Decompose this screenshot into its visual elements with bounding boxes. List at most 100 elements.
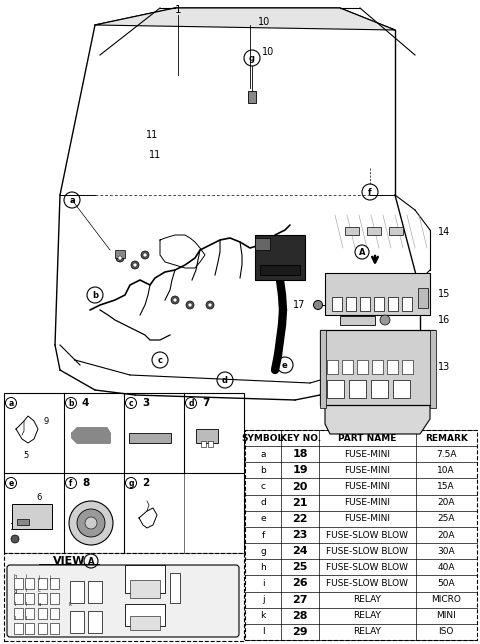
Bar — [349, 380, 366, 398]
Text: i: i — [25, 589, 27, 594]
Text: 16: 16 — [438, 315, 450, 325]
Bar — [50, 608, 59, 619]
Text: 26: 26 — [292, 578, 308, 589]
Text: 17: 17 — [293, 300, 305, 310]
Text: 21: 21 — [292, 498, 308, 507]
Bar — [327, 380, 344, 398]
Bar — [418, 288, 428, 308]
Circle shape — [380, 315, 390, 325]
Bar — [393, 380, 410, 398]
Text: A: A — [88, 556, 94, 565]
Bar — [17, 519, 29, 525]
Text: 12: 12 — [9, 524, 19, 533]
Text: l: l — [14, 616, 16, 621]
Bar — [14, 578, 23, 589]
Bar — [208, 441, 213, 447]
Text: 23: 23 — [292, 530, 308, 540]
Text: j: j — [262, 595, 264, 604]
Bar — [360, 297, 370, 311]
Text: 15A: 15A — [437, 482, 455, 491]
Text: 13: 13 — [438, 362, 450, 372]
Text: FUSE-MINI: FUSE-MINI — [344, 498, 390, 507]
Text: a: a — [8, 399, 13, 408]
Text: PART NAME: PART NAME — [338, 433, 396, 442]
Bar — [125, 604, 165, 626]
Bar — [340, 316, 375, 325]
Bar — [430, 330, 436, 408]
FancyBboxPatch shape — [325, 273, 430, 315]
Text: 29: 29 — [292, 627, 308, 637]
Circle shape — [208, 303, 212, 307]
Bar — [25, 608, 34, 619]
Text: 28: 28 — [292, 611, 308, 621]
Circle shape — [188, 303, 192, 307]
Bar — [125, 565, 165, 593]
Text: 24: 24 — [292, 546, 308, 556]
Text: 5: 5 — [24, 451, 29, 460]
Text: 20A: 20A — [437, 498, 455, 507]
Circle shape — [11, 535, 19, 543]
Bar — [371, 380, 388, 398]
Text: FUSE-MINI: FUSE-MINI — [344, 515, 390, 524]
Text: g: g — [128, 478, 134, 488]
Bar — [115, 250, 125, 258]
Text: a: a — [260, 450, 266, 459]
Text: l: l — [262, 627, 264, 636]
Text: a: a — [37, 603, 41, 607]
Bar — [70, 611, 84, 633]
Text: d: d — [260, 498, 266, 507]
Text: VIEW: VIEW — [53, 556, 85, 566]
Bar — [88, 611, 102, 633]
FancyBboxPatch shape — [7, 565, 239, 637]
Text: a: a — [69, 196, 75, 205]
Text: 18: 18 — [292, 450, 308, 459]
Text: b: b — [92, 290, 98, 299]
Circle shape — [118, 256, 122, 260]
Bar — [248, 91, 256, 103]
Text: 25A: 25A — [437, 515, 455, 524]
Bar — [129, 433, 171, 443]
Polygon shape — [72, 428, 110, 443]
Text: 9: 9 — [43, 417, 48, 426]
Text: A: A — [359, 247, 365, 256]
Text: 10A: 10A — [437, 466, 455, 475]
Circle shape — [186, 301, 194, 309]
Bar — [255, 238, 270, 250]
Circle shape — [116, 254, 124, 262]
Bar — [14, 623, 23, 634]
Text: FUSE-SLOW BLOW: FUSE-SLOW BLOW — [326, 563, 408, 572]
Text: c: c — [129, 399, 133, 408]
Circle shape — [69, 501, 113, 545]
Bar — [170, 573, 180, 603]
Circle shape — [206, 301, 214, 309]
Bar — [25, 623, 34, 634]
Text: k: k — [260, 611, 265, 620]
Text: 11: 11 — [149, 150, 161, 160]
Text: 40A: 40A — [437, 563, 455, 572]
Text: 20: 20 — [292, 482, 308, 491]
Text: 30A: 30A — [437, 547, 455, 556]
Bar — [320, 330, 326, 408]
Text: e: e — [8, 478, 13, 488]
Bar — [355, 358, 390, 380]
Text: 20A: 20A — [437, 531, 455, 540]
Text: d: d — [222, 375, 228, 384]
Bar — [25, 593, 34, 604]
Circle shape — [77, 509, 105, 537]
Text: 6: 6 — [36, 493, 42, 502]
Bar — [25, 578, 34, 589]
Text: 14: 14 — [438, 227, 450, 237]
Text: l: l — [14, 603, 16, 607]
Text: e: e — [282, 361, 288, 370]
Bar — [255, 235, 305, 280]
Bar — [50, 623, 59, 634]
Bar — [342, 360, 353, 374]
Text: FUSE-MINI: FUSE-MINI — [344, 450, 390, 459]
Text: RELAY: RELAY — [353, 595, 381, 604]
Text: SYMBOL: SYMBOL — [242, 433, 284, 442]
Polygon shape — [325, 389, 430, 434]
Bar — [388, 297, 398, 311]
Text: h: h — [13, 574, 17, 580]
Bar — [402, 360, 413, 374]
Bar — [389, 227, 403, 235]
